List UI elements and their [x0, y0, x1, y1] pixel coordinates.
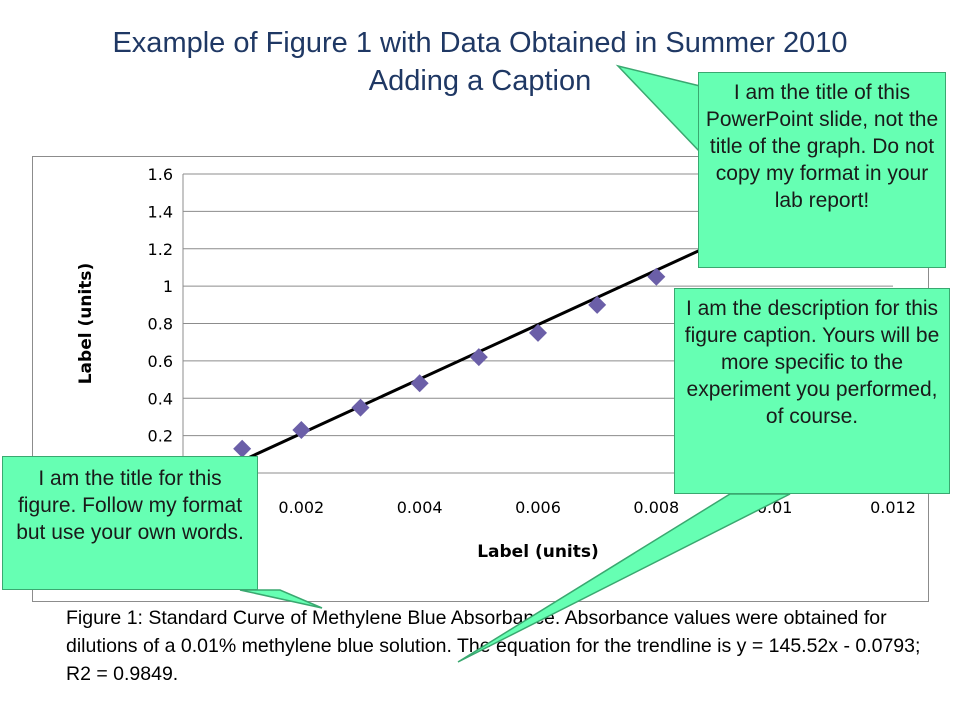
y-tick-label: 1.6	[148, 165, 173, 184]
data-point	[647, 267, 666, 286]
y-tick-label: 1	[163, 277, 173, 296]
data-point	[292, 421, 311, 440]
y-axis-label: Label (units)	[76, 263, 96, 385]
data-point	[410, 374, 429, 393]
data-point	[233, 439, 252, 458]
data-point	[469, 348, 488, 367]
x-tick-label: 0.006	[515, 498, 561, 517]
slide-title-line-1: Example of Figure 1 with Data Obtained i…	[112, 27, 848, 59]
data-point	[588, 295, 607, 314]
x-tick-label: 0.012	[870, 498, 916, 517]
y-tick-label: 0.8	[148, 315, 173, 334]
x-tick-label: 0.01	[757, 498, 793, 517]
x-tick-label: 0.002	[278, 498, 324, 517]
y-tick-label: 0.2	[148, 427, 173, 446]
data-point	[351, 398, 370, 417]
x-tick-label: 0.004	[397, 498, 443, 517]
slide-title-callout: I am the title of this PowerPoint slide,…	[698, 72, 946, 268]
x-tick-label: 0.008	[633, 498, 679, 517]
figure-caption: Figure 1: Standard Curve of Methylene Bl…	[66, 607, 921, 685]
trendline	[241, 214, 776, 462]
data-point	[529, 323, 547, 342]
caption-description-callout: I am the description for this figure cap…	[674, 288, 950, 494]
slide-title: Example of Figure 1 with Data Obtained i…	[0, 24, 960, 100]
x-axis-label: Label (units)	[477, 542, 599, 562]
y-tick-label: 1.4	[148, 202, 173, 221]
slide-title-line-2: Adding a Caption	[368, 65, 592, 97]
y-tick-label: 0.4	[148, 389, 173, 408]
figure-title-callout: I am the title for this figure. Follow m…	[2, 456, 258, 590]
y-tick-label: 0.6	[148, 352, 173, 371]
y-tick-label: 1.2	[148, 240, 173, 259]
